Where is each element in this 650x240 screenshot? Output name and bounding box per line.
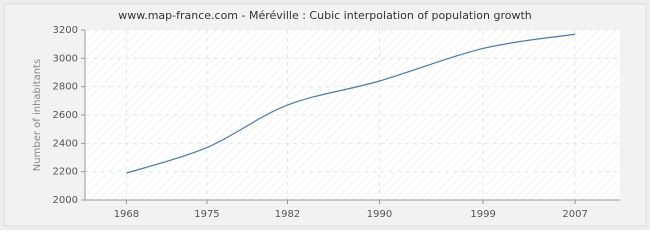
x-tick-label: 1982 — [275, 209, 300, 220]
y-tick-label: 3000 — [53, 53, 78, 64]
y-tick-label: 2000 — [53, 195, 78, 206]
y-axis-label: Number of inhabitants — [32, 59, 43, 171]
x-tick-label: 1968 — [114, 209, 139, 220]
y-tick-label: 2600 — [53, 110, 78, 121]
x-tick-label: 1999 — [470, 209, 495, 220]
page: {"chart_data": {"type": "line", "title":… — [0, 0, 650, 230]
chart: www.map-france.com - Méréville : Cubic i… — [0, 0, 650, 230]
data-line — [126, 33, 576, 174]
y-tick-label: 3200 — [53, 25, 78, 36]
x-tick-label: 1975 — [194, 209, 219, 220]
y-tick-label: 2800 — [53, 82, 78, 93]
y-tick-label: 2400 — [53, 138, 78, 149]
chart-title: www.map-france.com - Méréville : Cubic i… — [118, 9, 532, 22]
y-tick-label: 2200 — [53, 167, 78, 178]
x-tick-label: 2007 — [562, 209, 587, 220]
x-tick-label: 1990 — [367, 209, 392, 220]
